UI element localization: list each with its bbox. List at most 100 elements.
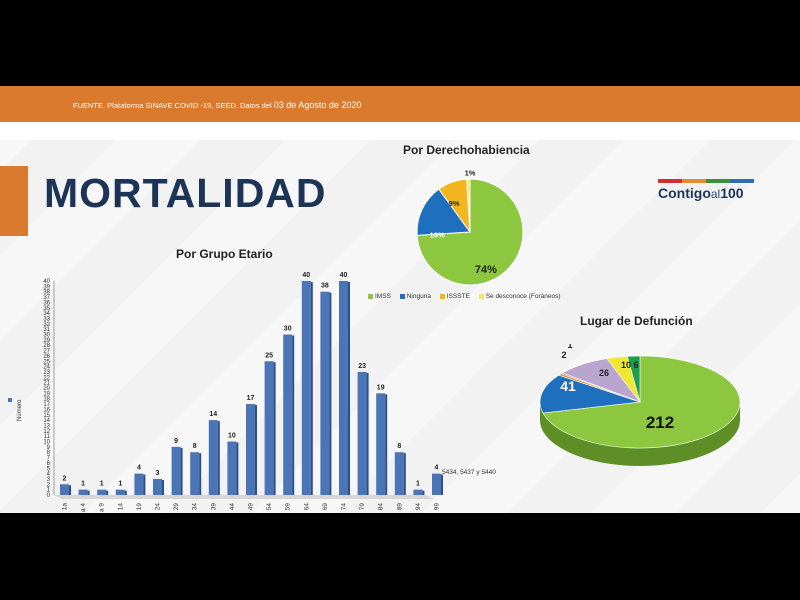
y-tick-label: 25 [43,359,50,365]
bar-side [87,490,90,495]
bar [190,452,200,495]
bar-value-label: 14 [209,411,217,418]
y-tick-label: 7 [47,456,51,462]
x-tick-label: 84 [378,503,385,511]
y-tick-label: 2 [47,482,51,488]
pie1-legend: IMSS Ninguna ISSSTE Se desconoce (Foráne… [368,293,567,300]
pie-value-label: 2 [561,350,566,360]
chart-floor [54,495,434,499]
bar [432,473,441,495]
y-tick-label: 28 [43,343,50,349]
bar [78,489,88,495]
bar-side [217,421,220,495]
x-tick-label: 89 [396,503,403,511]
source-text: FUENTE. Plataforma SINAVE COVID -19, SEE… [73,100,362,110]
bar-side [162,479,164,495]
y-tick-label: 32 [43,322,50,328]
bar-side [255,405,257,495]
bar [394,452,404,495]
x-tick-label: 24 [155,503,162,511]
bar [301,281,311,495]
y-tick-label: 4 [47,472,51,478]
bar-side [310,282,313,495]
y-tick-label: 9 [47,445,51,451]
y-tick-label: 18 [43,397,50,403]
bar-side [180,447,183,495]
y-tick-label: 16 [43,407,50,413]
y-tick-label: 15 [43,413,50,419]
lugar-defuncion-pie: 212 41 21 26 10 6 [539,344,741,466]
y-tick-label: 39 [43,284,50,290]
y-tick-label: 26 [43,354,50,360]
x-tick-label: 59 [285,503,292,511]
y-tick-label: 40 [43,279,50,285]
pie-slice [542,355,741,449]
bar-side [403,453,406,495]
bar-side [143,474,146,495]
bar-value-label: 19 [377,384,385,391]
y-tick-label: 11 [44,434,51,440]
x-tick-label: 74 [341,503,348,511]
y-tick-label: 20 [43,386,50,392]
bar-side [348,282,350,495]
bar-side [69,485,71,495]
pie-value-label: 1 [567,344,572,350]
y-tick-label: 22 [43,375,50,381]
bar-side [366,372,369,495]
bar [339,281,348,495]
x-tick-label: 29 [173,503,180,511]
bar-title: Por Grupo Etario [176,247,273,261]
y-tick-label: 29 [43,338,50,344]
bar-value-label: 25 [265,352,273,359]
x-tick-label: a 9 [99,503,106,512]
y-tick-label: 27 [43,349,50,355]
y-tick-label: 3 [47,477,51,483]
y-tick-label: 8 [47,450,51,456]
pie-value-label: 26 [599,368,609,378]
pie2-title: Lugar de Defunción [580,314,693,328]
pie-value-label: 6 [633,360,638,370]
bar [208,420,218,495]
pie-value-label: 74% [475,264,497,276]
bar [357,371,367,495]
bar-value-label: 1 [118,481,122,488]
y-tick-label: 23 [43,370,50,376]
x-tick-label: 49 [248,503,255,511]
bar-value-label: 10 [228,433,236,440]
pie-value-label: 212 [646,413,674,432]
bar-side [124,490,127,495]
legend-swatch [8,398,12,402]
bar-value-label: 1 [416,481,420,488]
bar [153,478,162,495]
x-tick-label: 54 [266,503,273,511]
y-tick-label: 19 [43,391,50,397]
pie-value-label: 16% [430,231,445,240]
legend-issste: ISSSTE [439,293,470,300]
source-date: 03 de Agosto de 2020 [273,100,362,110]
bar-side [273,362,276,495]
x-tick-label: 69 [322,503,329,511]
bar-value-label: 40 [302,272,310,279]
pie-value-label: 41 [560,378,576,394]
legend-ninguna: Ninguna [399,293,431,300]
bar [97,489,107,495]
pie-side [540,402,740,466]
legend-label: Número [17,399,23,421]
bar-value-label: 4 [435,465,439,472]
bar [413,489,423,495]
bar [283,334,293,495]
bar [320,291,330,495]
bar-value-label: 1 [81,481,85,488]
y-tick-label: 33 [43,316,50,322]
bar-value-label: 23 [358,363,366,370]
x-tick-label: 94 [415,503,422,511]
bar-side [292,335,295,495]
bar-value-label: 8 [193,443,197,450]
y-tick-label: 10 [43,440,50,446]
y-tick-label: 1 [47,488,51,494]
y-tick-label: 37 [43,295,50,301]
y-tick-label: 21 [43,381,50,387]
legend-imss: IMSS [368,293,391,300]
x-tick-label: 64 [303,503,310,511]
pie1-title: Por Derechohabiencia [403,143,530,157]
